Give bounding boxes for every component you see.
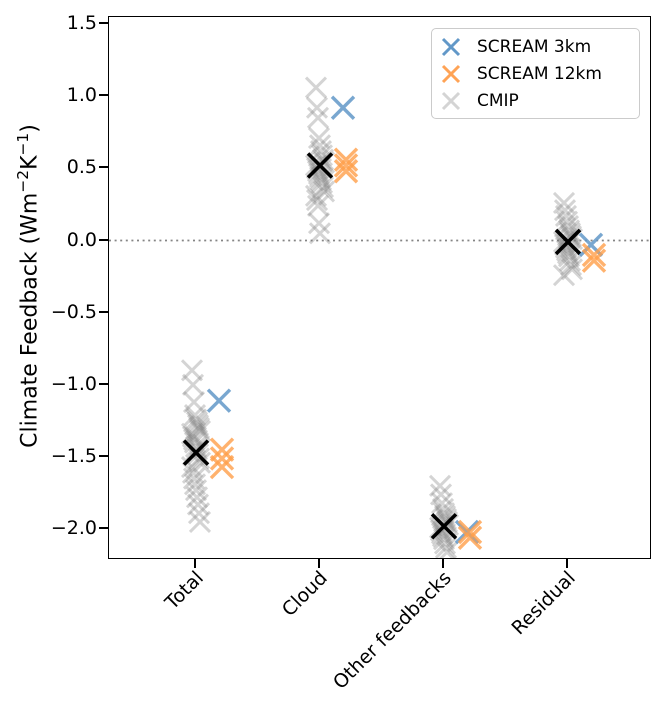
scatter-plot-canvas <box>109 76 650 558</box>
y-tick-label: 0.5 <box>66 156 97 179</box>
series-scream12km-markers <box>209 147 607 550</box>
x-tick-mark <box>318 558 320 568</box>
series-cmip-markers <box>180 76 584 558</box>
x-tick-label: Residual <box>507 567 580 640</box>
y-tick-label: −1.5 <box>50 444 97 467</box>
y-tick-mark <box>99 454 108 457</box>
x-tick-label: Cloud <box>277 567 332 621</box>
x-marker-icon <box>441 64 461 83</box>
y-tick-label: 1.5 <box>66 12 97 35</box>
y-axis-title-part: ) <box>17 124 43 133</box>
x-tick-label: Other feedbacks <box>328 567 456 694</box>
y-tick-label: 0.0 <box>66 228 97 251</box>
x-tick-mark <box>194 558 196 568</box>
y-tick-mark <box>99 238 108 241</box>
x-tick-mark <box>442 558 444 568</box>
legend: SCREAM 3km SCREAM 12km CMIP <box>431 28 640 119</box>
x-tick-mark <box>566 558 568 568</box>
x-tick-label: Total <box>160 567 208 614</box>
y-tick-mark <box>99 166 108 169</box>
y-tick-mark <box>99 527 108 530</box>
legend-item-scream-12km: SCREAM 12km <box>440 63 631 85</box>
series-scream3km-markers <box>206 95 604 545</box>
legend-label: CMIP <box>477 90 519 111</box>
y-tick-mark <box>99 310 108 313</box>
legend-label: SCREAM 12km <box>477 63 602 84</box>
y-tick-mark <box>99 382 108 385</box>
y-tick-label: −2.0 <box>50 517 97 540</box>
y-axis-title-part: −1 <box>14 132 33 156</box>
x-marker-icon <box>441 91 461 110</box>
plot-area <box>108 16 651 559</box>
x-marker-icon <box>441 37 461 56</box>
legend-label: SCREAM 3km <box>477 36 592 57</box>
y-tick-label: 1.0 <box>66 84 97 107</box>
legend-item-scream-3km: SCREAM 3km <box>440 36 631 58</box>
y-tick-label: −0.5 <box>50 300 97 323</box>
y-tick-mark <box>99 94 108 97</box>
legend-item-cmip: CMIP <box>440 90 631 112</box>
y-tick-mark <box>99 22 108 25</box>
series-mean-markers <box>182 152 582 540</box>
y-tick-label: −1.0 <box>50 372 97 395</box>
